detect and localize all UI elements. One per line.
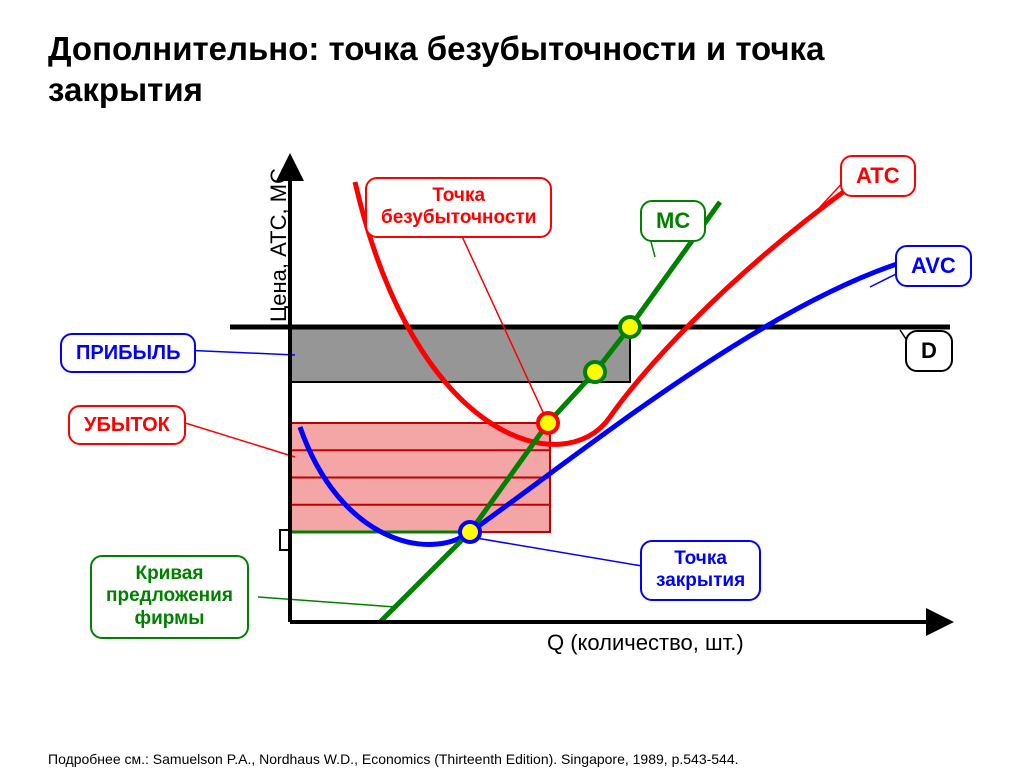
shutdown-label: Точка закрытия xyxy=(640,540,761,602)
page-title: Дополнительно: точка безубыточности и то… xyxy=(0,0,1024,127)
loss-label: УБЫТОК xyxy=(68,405,186,445)
y-axis-label: Цена, ATC, MC xyxy=(266,168,292,322)
breakeven-label: Точка безубыточности xyxy=(365,177,552,239)
d-label: D xyxy=(905,330,953,372)
supply-curve-label: Кривая предложения фирмы xyxy=(90,555,249,639)
chart-container: Цена, ATC, MC Точка безубыточности MC AT… xyxy=(0,127,1024,747)
profit-label: ПРИБЫЛЬ xyxy=(60,333,196,373)
x-axis-label: Q (количество, шт.) xyxy=(547,630,744,656)
atc-label: ATC xyxy=(840,155,916,197)
avc-label: AVC xyxy=(895,245,972,287)
mc-label: MC xyxy=(640,200,706,242)
